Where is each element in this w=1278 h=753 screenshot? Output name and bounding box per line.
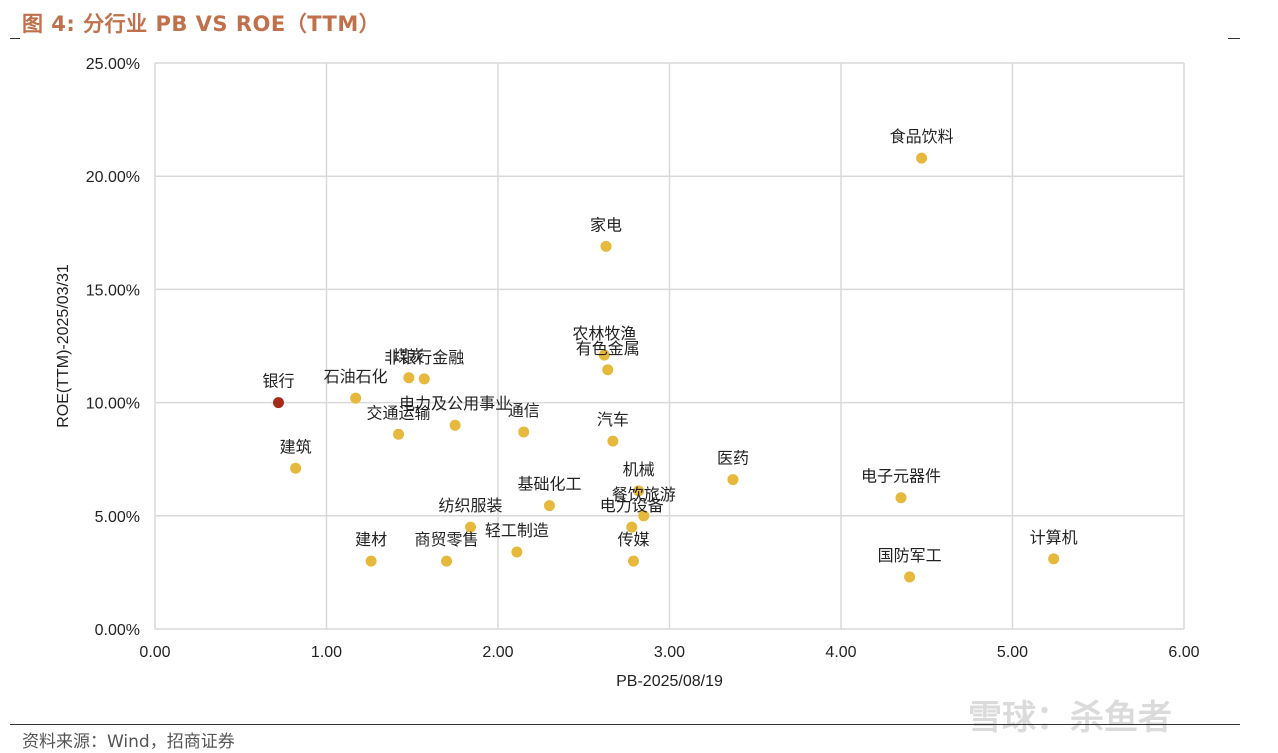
data-point-label: 非银行金融	[384, 348, 464, 367]
y-tick-label: 10.00%	[86, 396, 140, 413]
data-point	[518, 426, 530, 438]
data-point-label: 国防军工	[878, 546, 942, 565]
data-point-label: 煤炭	[393, 347, 425, 366]
data-point-label: 银行	[262, 372, 294, 391]
x-tick-label: 2.00	[482, 644, 513, 661]
top-rule-right	[1228, 38, 1240, 39]
figure-title: 图 4: 分行业 PB VS ROE（TTM）	[22, 12, 381, 36]
x-tick-label: 3.00	[654, 644, 685, 661]
data-point	[350, 392, 362, 404]
chart-points	[272, 152, 1060, 583]
scatter-chart: 0.00% 5.00% 10.00% 15.00% 20.00% 25.00% 0.00 1…	[55, 56, 1200, 690]
data-point-label: 计算机	[1030, 528, 1078, 547]
data-point-label: 有色金属	[576, 339, 640, 358]
x-axis-title: PB-2025/08/19	[616, 673, 723, 690]
x-tick-label: 5.00	[997, 644, 1028, 661]
data-point	[727, 474, 739, 486]
data-point-label: 轻工制造	[485, 521, 549, 540]
data-point	[638, 510, 650, 522]
top-rule-left	[10, 38, 20, 39]
x-tick-label: 0.00	[139, 644, 170, 661]
data-point	[393, 428, 405, 440]
data-point-label: 汽车	[597, 410, 629, 429]
data-point	[602, 364, 614, 376]
data-point-label: 电力设备	[600, 496, 664, 515]
data-point-label: 通信	[508, 401, 540, 420]
data-point	[418, 373, 430, 385]
watermark: 雪球：杀鱼者	[968, 698, 1172, 738]
data-point	[633, 485, 645, 497]
y-axis-ticks: 0.00% 5.00% 10.00% 15.00% 20.00% 25.00%	[86, 56, 140, 639]
x-axis-ticks: 0.00 1.00 2.00 3.00 4.00 5.00 6.00	[139, 644, 1199, 661]
data-point-label: 商贸零售	[415, 530, 479, 549]
data-point	[543, 500, 555, 512]
data-point-label: 交通运输	[367, 403, 431, 422]
data-point	[607, 435, 619, 447]
data-point-label: 医药	[717, 449, 749, 468]
data-point	[916, 152, 928, 164]
y-tick-label: 25.00%	[86, 56, 140, 73]
data-point-label: 机械	[623, 460, 655, 479]
y-tick-label: 20.00%	[86, 169, 140, 186]
data-point	[627, 555, 639, 567]
data-point	[600, 240, 612, 252]
data-point-label: 食品饮料	[890, 127, 954, 146]
y-tick-label: 15.00%	[86, 282, 140, 299]
data-point-label: 石油石化	[324, 367, 388, 386]
bottom-rule	[10, 724, 1240, 725]
y-axis-title: ROE(TTM)-2025/03/31	[55, 264, 72, 428]
data-point-label: 电力及公用事业	[399, 394, 511, 413]
data-point	[626, 521, 638, 533]
y-tick-label: 5.00%	[95, 509, 140, 526]
data-point-label: 家电	[590, 215, 622, 234]
data-point-label: 电子元器件	[861, 467, 941, 486]
data-point	[290, 462, 302, 474]
data-point	[465, 521, 477, 533]
data-point	[449, 419, 461, 431]
data-point	[904, 571, 916, 583]
data-point	[895, 492, 907, 504]
chart-grid	[154, 62, 1185, 630]
data-point-label: 餐饮旅游	[612, 485, 676, 504]
x-tick-label: 6.00	[1168, 644, 1199, 661]
x-tick-label: 4.00	[825, 644, 856, 661]
data-point	[441, 555, 453, 567]
data-point-label: 建筑	[280, 437, 312, 456]
data-point-label: 建材	[355, 530, 387, 549]
data-point	[598, 349, 610, 361]
data-point-label: 纺织服装	[439, 496, 503, 515]
x-tick-label: 1.00	[311, 644, 342, 661]
data-point	[511, 546, 523, 558]
source-note: 资料来源：Wind，招商证券	[22, 732, 235, 752]
data-point-label: 基础化工	[517, 475, 581, 494]
data-point	[1048, 553, 1060, 565]
data-point-label: 农林牧渔	[572, 324, 636, 343]
data-point	[272, 397, 284, 409]
data-point-label: 传媒	[617, 530, 649, 549]
data-point	[365, 555, 377, 567]
y-tick-label: 0.00%	[95, 622, 140, 639]
data-point	[403, 372, 415, 384]
